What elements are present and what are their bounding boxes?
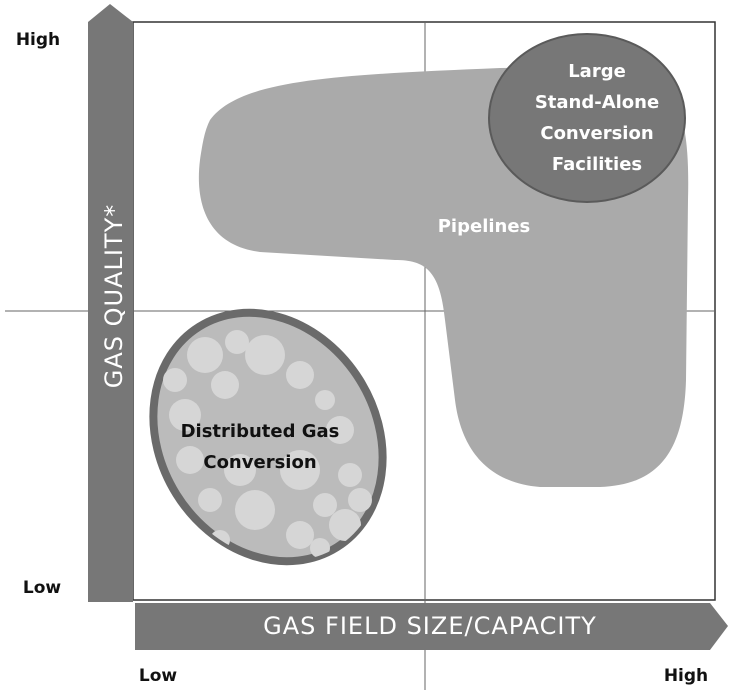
region-label: Distributed Gas (181, 421, 340, 442)
y-low: Low (23, 578, 62, 598)
region-label: Facilities (552, 154, 642, 175)
region-label: Conversion (203, 452, 316, 473)
region-label: Conversion (540, 123, 653, 144)
x-high: High (664, 666, 708, 686)
y-high: High (16, 30, 60, 50)
large-facilities-region (488, 33, 686, 203)
y-arrow (88, 4, 133, 602)
region-label: Pipelines (438, 216, 531, 237)
y-label: GAS QUALITY* (100, 204, 128, 389)
x-label: GAS FIELD SIZE/CAPACITY (263, 612, 597, 640)
x-low: Low (139, 666, 178, 686)
region-label: Large (568, 61, 626, 82)
bubbles (163, 330, 372, 558)
region-label: Stand-Alone (535, 92, 659, 113)
x-arrow (135, 603, 728, 650)
